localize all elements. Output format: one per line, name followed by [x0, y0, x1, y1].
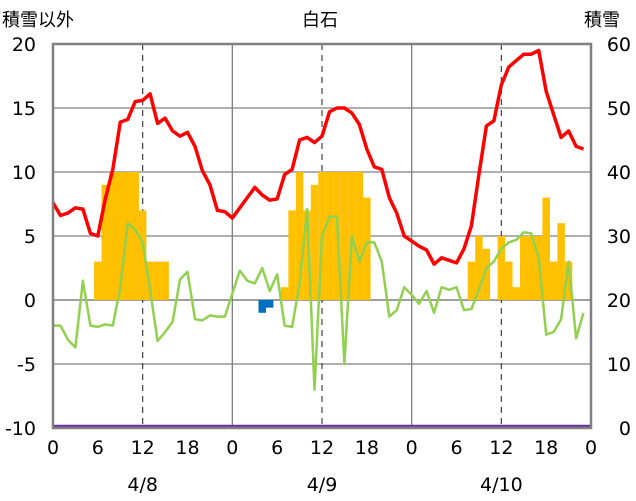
x-tick-label: 6: [271, 437, 283, 459]
precip-bar: [557, 223, 565, 300]
left-tick-label: 10: [12, 162, 36, 184]
x-tick-label: 6: [92, 437, 104, 459]
precip-bar: [146, 261, 154, 300]
left-tick-label: -5: [17, 354, 36, 376]
x-tick-label: 0: [47, 437, 59, 459]
precip-bar: [280, 287, 289, 300]
precip-bar: [303, 210, 311, 300]
left-tick-label: 0: [24, 290, 36, 312]
left-axis-label: 積雪以外: [2, 10, 74, 31]
x-tick-label: 0: [226, 437, 238, 459]
right-tick-label: 30: [607, 226, 631, 248]
right-tick-label: 0: [619, 418, 631, 440]
precip-bar: [340, 172, 349, 300]
precip-bar: [363, 197, 371, 300]
left-tick-label: 20: [12, 34, 36, 56]
right-tick-label: 20: [607, 290, 631, 312]
x-tick-label: 0: [585, 437, 597, 459]
right-axis-ticks: 0 10 20 30 40 50 60: [607, 34, 631, 440]
plot-border: [51, 42, 593, 430]
precip-bar: [482, 248, 491, 300]
x-axis-ticks: 0 6 12 18 0 6 12 18 0 6 12 18 0: [47, 437, 597, 459]
precip-bar: [310, 184, 319, 300]
x-tick-label: 18: [534, 437, 558, 459]
precip-bar: [101, 184, 110, 300]
x-tick-label: 12: [489, 437, 513, 459]
precip-bar: [109, 172, 117, 300]
precip-bar: [549, 261, 558, 300]
precip-bar: [564, 261, 573, 300]
plot-frame: [51, 42, 593, 430]
right-tick-label: 50: [607, 98, 631, 120]
precip-bar: [512, 287, 521, 300]
precip-bar: [527, 236, 535, 300]
snow-change-bar: [265, 300, 274, 308]
x-tick-label: 12: [131, 437, 155, 459]
precip-bar: [153, 261, 162, 300]
x-tick-label: 18: [355, 437, 379, 459]
precip-bar: [295, 172, 304, 300]
chart-title: 白石: [302, 10, 338, 31]
left-axis-ticks: -10 -5 0 5 10 15 20: [5, 34, 36, 440]
left-tick-label: -10: [5, 418, 36, 440]
day-label: 4/8: [127, 474, 158, 496]
x-tick-label: 12: [310, 437, 334, 459]
day-label: 4/10: [480, 474, 523, 496]
precip-bar: [94, 261, 102, 300]
temp-change-line: [53, 207, 585, 391]
precip-bar: [138, 210, 147, 300]
precip-bar: [288, 210, 296, 300]
right-tick-label: 60: [607, 34, 631, 56]
left-tick-label: 15: [12, 98, 36, 120]
left-tick-label: 5: [24, 226, 36, 248]
precip-bar: [497, 236, 506, 300]
precip-bar: [325, 172, 334, 300]
precip-bar: [131, 172, 139, 300]
precip-bars: [94, 172, 573, 300]
x-tick-label: 0: [406, 437, 418, 459]
snow-change-bar: [258, 300, 266, 313]
precip-bar: [467, 261, 476, 300]
day-label: 4/9: [307, 474, 338, 496]
precip-bar: [116, 172, 124, 300]
precip-bar: [355, 172, 364, 300]
precip-bar: [161, 261, 169, 300]
temperature-line: [51, 48, 585, 266]
x-tick-label: 6: [450, 437, 462, 459]
day-labels: 4/8 4/9 4/10: [127, 474, 522, 496]
x-tick-label: 18: [175, 437, 199, 459]
series-lines: [51, 48, 591, 429]
precip-bar: [520, 236, 528, 300]
precip-bar: [505, 261, 513, 300]
snow-change-bars: [258, 300, 274, 313]
right-tick-label: 40: [607, 162, 631, 184]
precip-bar: [475, 236, 483, 300]
precip-bar: [123, 172, 132, 300]
right-tick-label: 10: [607, 354, 631, 376]
right-axis-label: 積雪: [584, 10, 620, 31]
precip-bar: [542, 197, 550, 300]
